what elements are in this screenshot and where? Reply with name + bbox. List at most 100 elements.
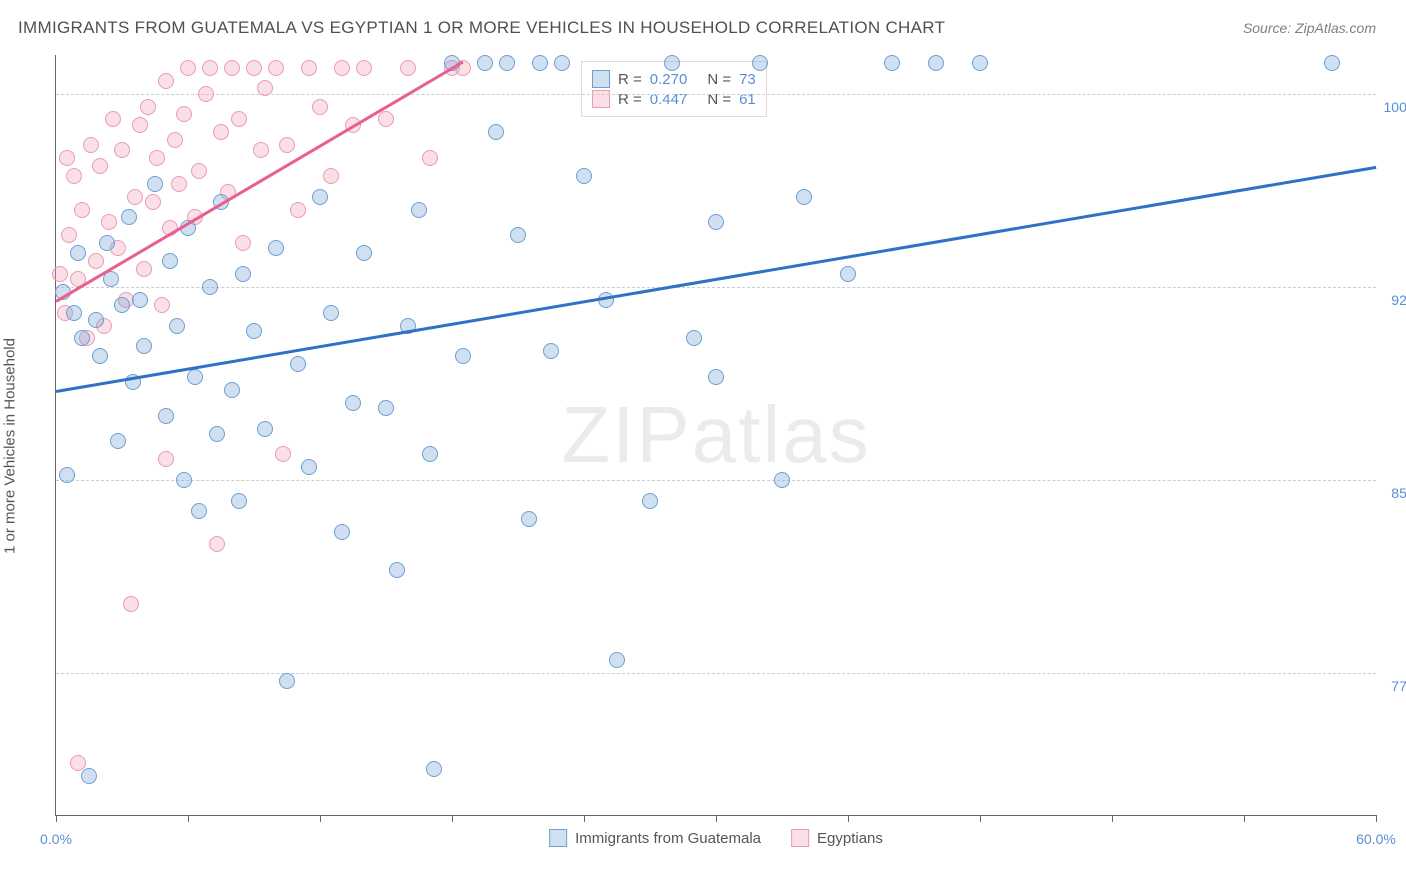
scatter-point [202, 60, 218, 76]
x-tick [1376, 815, 1377, 822]
scatter-point [209, 536, 225, 552]
scatter-point [59, 150, 75, 166]
x-tick [848, 815, 849, 822]
scatter-point [928, 55, 944, 71]
y-tick-label: 77.5% [1381, 678, 1406, 694]
scatter-point [290, 356, 306, 372]
x-tick [320, 815, 321, 822]
scatter-point [235, 266, 251, 282]
scatter-point [543, 343, 559, 359]
scatter-point [477, 55, 493, 71]
scatter-point [422, 446, 438, 462]
scatter-point [301, 459, 317, 475]
scatter-point [323, 168, 339, 184]
scatter-point [180, 60, 196, 76]
legend-r-value: 0.270 [650, 71, 688, 88]
scatter-point [290, 202, 306, 218]
scatter-point [140, 99, 156, 115]
scatter-point [576, 168, 592, 184]
scatter-point [114, 142, 130, 158]
scatter-point [167, 132, 183, 148]
scatter-point [642, 493, 658, 509]
scatter-point [356, 60, 372, 76]
gridline [56, 673, 1376, 674]
trend-line [56, 166, 1376, 393]
scatter-point [162, 253, 178, 269]
x-tick [980, 815, 981, 822]
x-tick [56, 815, 57, 822]
scatter-point [840, 266, 856, 282]
scatter-point [59, 467, 75, 483]
scatter-point [66, 305, 82, 321]
scatter-point [554, 55, 570, 71]
source-label: Source: ZipAtlas.com [1243, 20, 1376, 36]
scatter-point [356, 245, 372, 261]
scatter-point [411, 202, 427, 218]
scatter-point [532, 55, 548, 71]
scatter-point [191, 503, 207, 519]
scatter-point [323, 305, 339, 321]
scatter-point [132, 292, 148, 308]
scatter-point [61, 227, 77, 243]
scatter-point [246, 60, 262, 76]
watermark-zip: ZIP [561, 390, 691, 479]
scatter-point [171, 176, 187, 192]
legend-series-name: Egyptians [817, 830, 883, 847]
scatter-point [147, 176, 163, 192]
scatter-point [426, 761, 442, 777]
legend-swatch [592, 70, 610, 88]
scatter-point [345, 395, 361, 411]
scatter-point [176, 472, 192, 488]
scatter-point [88, 312, 104, 328]
legend-bottom: Immigrants from GuatemalaEgyptians [549, 829, 883, 847]
scatter-point [752, 55, 768, 71]
scatter-point [275, 446, 291, 462]
scatter-point [257, 421, 273, 437]
x-tick [1112, 815, 1113, 822]
chart-title: IMMIGRANTS FROM GUATEMALA VS EGYPTIAN 1 … [18, 18, 945, 38]
source-link[interactable]: ZipAtlas.com [1295, 20, 1376, 36]
scatter-point [202, 279, 218, 295]
scatter-point [145, 194, 161, 210]
scatter-point [664, 55, 680, 71]
scatter-point [609, 652, 625, 668]
legend-r-label: R = [618, 71, 642, 88]
legend-n-value: 73 [739, 71, 756, 88]
source-prefix: Source: [1243, 20, 1295, 36]
scatter-point [176, 106, 192, 122]
scatter-point [1324, 55, 1340, 71]
x-tick [1244, 815, 1245, 822]
scatter-point [158, 451, 174, 467]
scatter-point [70, 245, 86, 261]
legend-swatch [549, 829, 567, 847]
scatter-point [301, 60, 317, 76]
legend-stat-row: R = 0.270 N = 73 [592, 70, 756, 88]
scatter-point [114, 297, 130, 313]
gridline [56, 287, 1376, 288]
scatter-point [334, 60, 350, 76]
scatter-point [686, 330, 702, 346]
scatter-point [972, 55, 988, 71]
scatter-point [279, 137, 295, 153]
scatter-point [796, 189, 812, 205]
scatter-point [253, 142, 269, 158]
scatter-point [74, 202, 90, 218]
scatter-point [499, 55, 515, 71]
watermark-atlas: atlas [692, 390, 871, 479]
x-tick [188, 815, 189, 822]
scatter-point [231, 111, 247, 127]
trend-line [55, 60, 463, 302]
scatter-point [123, 596, 139, 612]
gridline [56, 94, 1376, 95]
scatter-point [455, 348, 471, 364]
scatter-point [187, 369, 203, 385]
scatter-point [66, 168, 82, 184]
scatter-point [268, 240, 284, 256]
scatter-point [74, 330, 90, 346]
scatter-point [169, 318, 185, 334]
y-tick-label: 100.0% [1381, 98, 1406, 114]
scatter-point [224, 382, 240, 398]
scatter-point [136, 261, 152, 277]
scatter-point [213, 124, 229, 140]
legend-n-label: N = [707, 71, 731, 88]
